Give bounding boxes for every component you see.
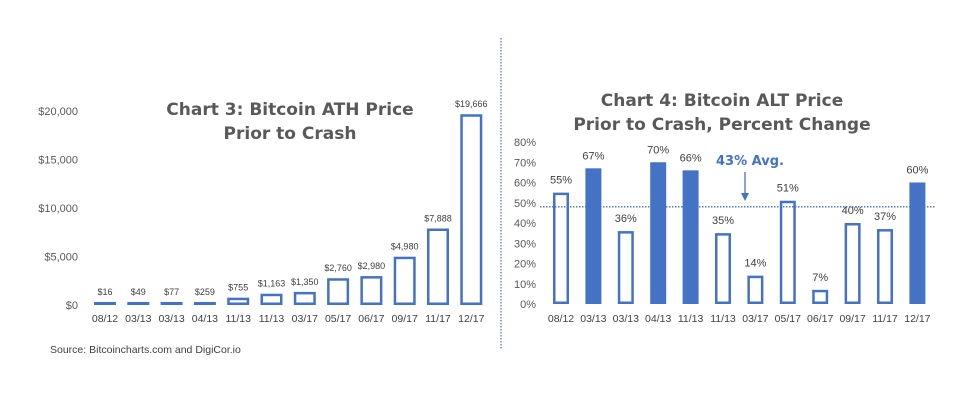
chart4-x-tick-label: 05/17: [775, 313, 801, 325]
chart4-bar: [877, 229, 893, 304]
chart4-bar: [909, 182, 926, 304]
chart3-bar: [293, 291, 316, 305]
chart3-data-label: $2,760: [324, 263, 352, 273]
chart3-x-tick-label: 09/17: [392, 313, 418, 325]
chart4-y-tick-label: 0%: [520, 299, 536, 311]
chart3-x-tick-label: 04/13: [192, 313, 218, 325]
chart3-y-tick-label: $10,000: [38, 203, 78, 215]
chart4-y-tick-label: 10%: [514, 279, 536, 291]
chart4-x-tick-label: 09/17: [839, 313, 865, 325]
chart4-data-label: 66%: [680, 152, 702, 164]
chart4-title: Chart 4: Bitcoin ALT Price: [601, 91, 844, 111]
chart3-data-label: $1,163: [258, 279, 286, 289]
chart4-bar: [779, 200, 796, 305]
chart3-data-label: $16: [97, 287, 112, 297]
chart4-bar: [585, 168, 602, 304]
chart3-y-tick-label: $15,000: [38, 155, 78, 167]
arrow-down-icon: [741, 193, 749, 201]
chart4-bar: [682, 170, 699, 304]
chart3-bar: [94, 302, 116, 305]
chart3-y-axis: $0 $5,000 $10,000 $15,000 $20,000: [38, 106, 78, 312]
chart3-y-tick-label: $5,000: [44, 252, 78, 264]
chart3-data-label: $2,980: [358, 261, 386, 271]
chart4-average: 43% Avg.: [540, 154, 935, 208]
chart3-x-tick-label: 11/17: [425, 313, 451, 325]
chart4-x-tick-label: 06/17: [807, 313, 833, 325]
chart3-source: Source: Bitcoincharts.com and DigiCor.io: [50, 344, 241, 356]
chart4-data-label: 51%: [777, 183, 799, 195]
chart4-x-tick-label: 08/12: [548, 313, 574, 325]
chart4-bar: [617, 231, 634, 305]
chart3-x-tick-label: 12/17: [458, 313, 484, 325]
chart4-y-tick-label: 70%: [514, 157, 536, 169]
chart3-data-label: $49: [131, 287, 146, 297]
chart3-subtitle: Prior to Crash: [224, 124, 357, 144]
chart4-bar: [650, 162, 667, 304]
chart4-x-tick-label: 03/13: [613, 313, 639, 325]
chart4-data-label: 55%: [550, 175, 572, 187]
chart4-y-tick-label: 20%: [514, 259, 536, 271]
chart4-y-axis: 0% 10% 20% 30% 40% 50% 60% 70% 80%: [514, 137, 536, 311]
chart3-x-tick-label: 08/12: [92, 313, 118, 325]
chart4-subtitle: Prior to Crash, Percent Change: [573, 115, 870, 135]
chart3-bar: [193, 302, 216, 305]
chart4-bar: [553, 192, 569, 304]
chart3-data-label: $4,980: [391, 242, 419, 252]
chart3-bar: [460, 114, 483, 305]
chart4-data-label: 7%: [812, 272, 828, 284]
chart4-average-annotation: 43% Avg.: [716, 154, 784, 169]
chart3-x-tick-label: 03/17: [292, 313, 318, 325]
chart4-x-tick-label: 12/17: [904, 313, 930, 325]
chart3-data-label: $77: [164, 287, 179, 297]
chart3-bar: [360, 276, 383, 305]
chart4-y-tick-label: 60%: [514, 178, 536, 190]
chart4-x-tick-label: 11/13: [678, 313, 704, 325]
chart3-bar: [327, 278, 350, 305]
chart3-bar: [393, 256, 416, 305]
chart4-data-label: 40%: [842, 205, 864, 217]
chart4-x-tick-label: 11/17: [872, 313, 898, 325]
chart3-x-tick-label: 03/13: [158, 313, 184, 325]
chart3-data-label: $1,350: [291, 277, 319, 287]
chart4-data-label: 37%: [874, 211, 896, 223]
chart4-data-label: 67%: [582, 150, 604, 162]
chart4-bar: [747, 275, 764, 304]
chart3-data-label: $755: [228, 283, 248, 293]
chart4-y-tick-label: 40%: [514, 218, 536, 230]
chart4-x-tick-label: 03/13: [580, 313, 606, 325]
chart3-bar: [227, 297, 250, 306]
chart4-y-tick-label: 50%: [514, 198, 536, 210]
chart3-y-tick-label: $20,000: [38, 106, 78, 118]
chart3-y-tick-label: $0: [66, 300, 78, 312]
chart4-data-label: 60%: [906, 165, 928, 177]
chart3-bar: [260, 293, 283, 306]
chart4-y-tick-label: 30%: [514, 238, 536, 250]
chart3-x-tick-label: 05/17: [325, 313, 351, 325]
chart4-data-label: 14%: [744, 258, 766, 270]
chart3-x-tick-label: 03/13: [125, 313, 151, 325]
chart4-bar: [715, 233, 731, 304]
chart4-bar: [812, 289, 829, 305]
chart3-data-label: $259: [195, 287, 215, 297]
chart3-bar: [160, 302, 183, 305]
chart3-data-label: $19,666: [455, 99, 488, 109]
chart3-data-label: $7,888: [424, 213, 452, 223]
chart3-bars: $16 08/12 $49 03/13 $77 03/13 $259 04/13 $755 11/…: [92, 99, 488, 325]
chart4-bars: 55% 08/12 67% 03/13 36% 03/13 70% 04/13 66% 11/13…: [548, 144, 931, 325]
chart4-x-tick-label: 03/17: [742, 313, 768, 325]
chart4-data-label: 36%: [615, 213, 637, 225]
chart3-bar: [127, 302, 150, 305]
chart4-data-label: 35%: [712, 215, 734, 227]
chart4-data-label: 70%: [647, 144, 669, 156]
chart4-x-tick-label: 04/13: [645, 313, 671, 325]
chart4-bar: [844, 223, 861, 304]
chart4-y-tick-label: 80%: [514, 137, 536, 149]
chart4-x-tick-label: 11/13: [710, 313, 736, 325]
chart3-bar: [427, 228, 449, 306]
chart3-x-tick-label: 06/17: [358, 313, 384, 325]
chart3-title: Chart 3: Bitcoin ATH Price: [166, 100, 413, 120]
chart3-x-tick-label: 11/13: [259, 313, 285, 325]
chart3-x-tick-label: 11/13: [225, 313, 251, 325]
